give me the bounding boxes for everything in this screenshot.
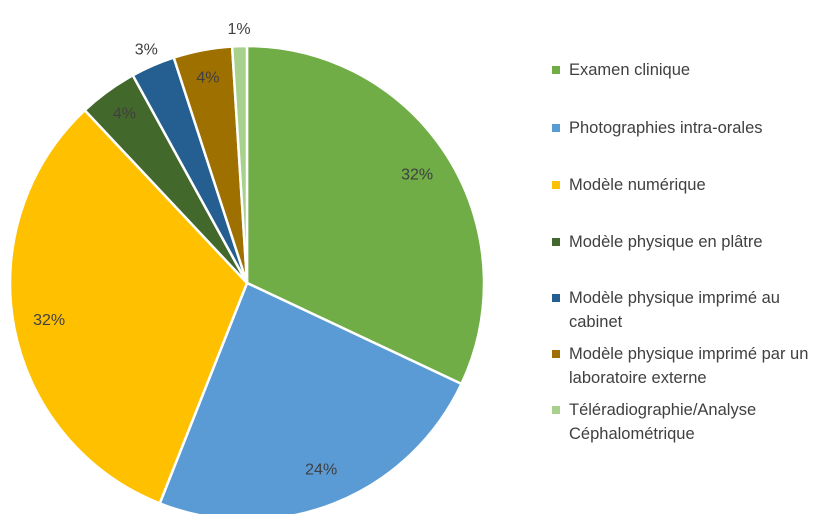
data-label: 1% — [227, 21, 250, 38]
legend-swatch — [552, 66, 560, 74]
legend-swatch — [552, 238, 560, 246]
pie-slice — [245, 44, 486, 386]
data-label: 4% — [113, 105, 136, 122]
legend-swatch — [552, 406, 560, 414]
data-label: 3% — [135, 41, 158, 58]
pie-slice — [158, 281, 464, 514]
data-label: 32% — [401, 166, 433, 183]
pie-slice — [8, 108, 249, 505]
legend-swatch — [552, 294, 560, 302]
legend-item: Modèle physique imprimé au cabinet — [552, 286, 822, 334]
legend-item: Téléradiographie/Analyse Céphalométrique — [552, 398, 822, 446]
legend-item: Modèle physique en plâtre — [552, 230, 822, 254]
legend-item: Modèle numérique — [552, 173, 822, 197]
pie-area: 32% 24% 32% 4% 3% 4% 1% — [8, 21, 486, 514]
legend-label: Modèle physique en plâtre — [569, 233, 763, 251]
legend-label: Examen clinique — [569, 61, 691, 79]
data-label: 32% — [33, 312, 65, 329]
pie-slice — [230, 44, 249, 284]
legend-label: Modèle numérique — [569, 176, 706, 194]
legend-item: Examen clinique — [552, 58, 822, 82]
data-label: 4% — [196, 69, 219, 86]
legend-label: Modèle physique imprimé par un laboratoi… — [569, 345, 809, 387]
legend-item: Photographies intra-orales — [552, 116, 822, 140]
legend-label: Photographies intra-orales — [569, 119, 763, 137]
legend-swatch — [552, 350, 560, 358]
legend-swatch — [552, 124, 560, 132]
legend-label: Téléradiographie/Analyse Céphalométrique — [569, 401, 757, 443]
legend-label: Modèle physique imprimé au cabinet — [569, 289, 780, 331]
legend-item: Modèle physique imprimé par un laboratoi… — [552, 342, 822, 390]
data-label: 24% — [305, 462, 337, 479]
legend-swatch — [552, 181, 560, 189]
